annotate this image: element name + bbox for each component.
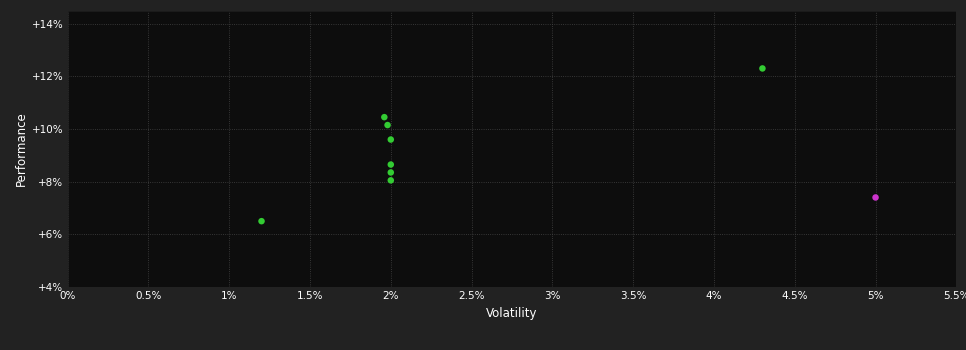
Point [384, 137, 399, 142]
Point [384, 162, 399, 167]
Point [380, 122, 395, 128]
X-axis label: Volatility: Volatility [486, 307, 538, 320]
Y-axis label: Performance: Performance [14, 111, 28, 186]
Point [384, 170, 399, 175]
Point [254, 218, 270, 224]
Point [377, 114, 392, 120]
Point [867, 195, 883, 200]
Point [384, 177, 399, 183]
Point [754, 66, 770, 71]
